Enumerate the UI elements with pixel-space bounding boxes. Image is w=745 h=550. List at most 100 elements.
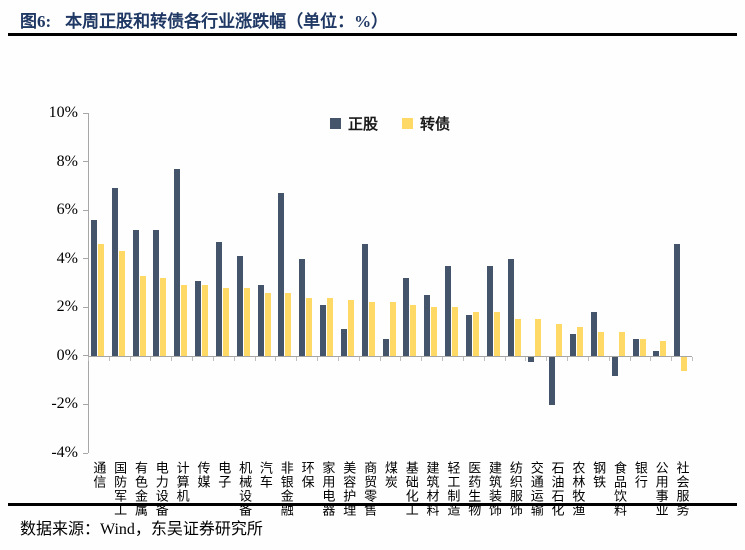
bar-bond <box>181 285 188 356</box>
bar-chart: 正股 转债 10% 8% 6% 4% 2% 0% -2% -4% 通信 国防军工 有色金属 电力设备计… <box>0 40 745 517</box>
chart-legend: 正股 转债 <box>329 113 450 134</box>
y-axis-tick <box>83 258 88 260</box>
x-axis-tick <box>608 356 610 361</box>
bar-bond <box>243 287 250 356</box>
x-axis-label-text: 石油石化 <box>549 461 565 517</box>
x-axis-label-text: 电力设备 <box>153 461 169 517</box>
x-axis-label-text: 计算机 <box>174 461 190 503</box>
x-axis-label-text: 食品饮料 <box>612 461 627 517</box>
x-axis-tick <box>88 356 89 361</box>
x-axis-tick <box>671 356 673 361</box>
x-axis-label: 计算机 <box>168 461 195 503</box>
x-axis-tick <box>296 356 298 361</box>
x-axis-tick <box>275 356 277 361</box>
bar-stock <box>257 285 264 356</box>
figure-number: 图6: <box>20 12 52 31</box>
x-axis-tick <box>650 356 652 361</box>
bar-stock <box>632 338 639 356</box>
bar-stock <box>549 356 556 406</box>
x-axis-label-text: 汽车 <box>257 461 273 489</box>
x-axis-label-text: 纺织服饰 <box>507 461 523 517</box>
x-axis-label-text: 农林牧渔 <box>570 461 586 517</box>
legend-item-bond: 转债 <box>402 113 450 134</box>
x-axis-tick <box>442 356 444 361</box>
plot-area: 10% 8% 6% 4% 2% 0% -2% -4% 通信 国防军工 有色金属 电力设备 计算机 传媒 电子… <box>49 104 693 517</box>
x-axis-label-text: 国防军工 <box>112 461 128 517</box>
legend-swatch-stock <box>329 118 341 129</box>
x-axis-label: 电子 <box>210 461 237 489</box>
bar-stock <box>320 304 327 356</box>
x-axis-tick <box>546 356 548 361</box>
x-axis-label-text: 家用电器 <box>320 461 336 517</box>
bar-bond <box>327 297 334 356</box>
bar-stock <box>570 334 577 356</box>
x-axis-tick <box>462 356 464 361</box>
bar-bond <box>368 302 375 356</box>
bar-stock <box>403 278 410 356</box>
bar-stock <box>236 256 243 356</box>
x-axis-tick <box>212 356 214 361</box>
legend-item-stock: 正股 <box>329 113 378 134</box>
bar-stock <box>174 168 181 356</box>
bar-bond <box>160 278 167 356</box>
bottom-rule <box>8 503 737 506</box>
bar-stock <box>486 266 493 356</box>
x-axis-label-text: 煤炭 <box>382 461 398 489</box>
bar-stock <box>195 280 202 356</box>
y-axis-label: 10% <box>48 104 78 121</box>
bar-bond <box>597 331 604 356</box>
bar-bond <box>472 312 479 356</box>
x-axis-tick <box>587 356 589 361</box>
bar-bond <box>431 307 438 356</box>
legend-label-stock: 正股 <box>347 117 378 133</box>
bar-stock <box>299 258 306 356</box>
x-axis-label-text: 环保 <box>299 461 315 489</box>
bar-stock <box>278 193 285 356</box>
bar-bond <box>139 275 146 356</box>
x-axis-label: 环保 <box>293 461 320 489</box>
y-axis-label: 0% <box>56 346 78 364</box>
x-axis-label-text: 交通运输 <box>528 461 544 517</box>
bar-stock <box>590 312 597 356</box>
bar-stock <box>674 244 681 356</box>
y-axis-tick <box>83 112 88 114</box>
x-axis-label-text: 非银金融 <box>278 461 294 517</box>
bar-bond <box>639 338 646 356</box>
x-axis-tick <box>317 356 319 361</box>
bar-stock <box>361 244 368 356</box>
bar-bond <box>98 244 104 356</box>
y-axis-label: 6% <box>56 201 78 219</box>
y-axis-tick <box>83 209 88 211</box>
bar-stock <box>215 241 222 356</box>
x-axis-label-text: 社会服务 <box>674 461 690 517</box>
y-axis-tick <box>83 403 88 405</box>
figure-title: 本周正股和转债各行业涨跌幅（单位：%） <box>65 12 389 31</box>
bar-stock <box>653 351 660 356</box>
bar-bond <box>556 324 563 356</box>
x-axis-tick <box>525 356 527 361</box>
bar-bond <box>410 304 417 356</box>
x-axis-label-text: 建筑材料 <box>424 461 440 517</box>
x-axis-label-text: 银行 <box>632 461 648 489</box>
bar-bond <box>118 251 125 356</box>
x-axis-label: 银行 <box>627 461 654 489</box>
x-axis-label-text: 机械设备 <box>237 461 253 517</box>
bar-bond <box>264 292 271 356</box>
x-axis-tick <box>358 356 360 361</box>
x-axis-label-text: 传媒 <box>195 461 211 489</box>
bar-stock <box>132 229 139 356</box>
x-axis-tick <box>171 356 173 361</box>
x-axis-tick <box>254 356 256 361</box>
y-axis-tick <box>83 306 88 308</box>
x-axis-tick <box>629 356 631 361</box>
x-axis-label-text: 通信 <box>91 461 107 489</box>
bar-stock <box>340 329 347 356</box>
bar-stock <box>91 219 97 356</box>
x-axis-tick <box>692 356 693 361</box>
x-axis-label: 社会服务 <box>668 461 695 517</box>
bar-stock <box>465 314 472 356</box>
zero-line <box>88 355 692 357</box>
bar-bond <box>306 297 313 356</box>
x-axis-label: 传媒 <box>189 461 216 489</box>
